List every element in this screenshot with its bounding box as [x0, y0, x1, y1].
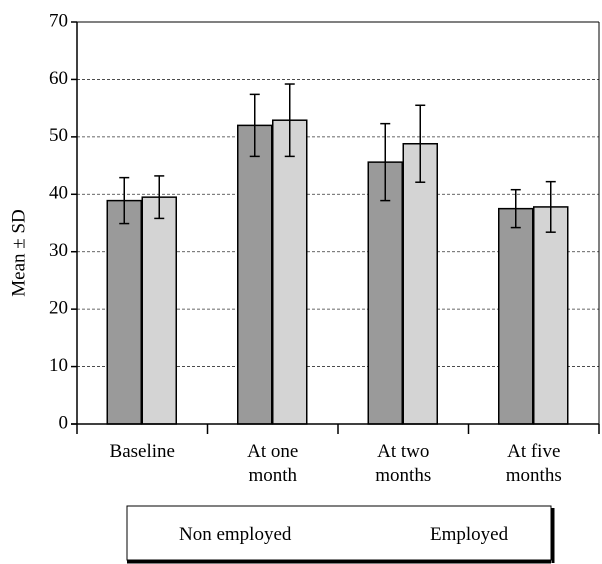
y-tick-label-70: 70 [49, 10, 68, 31]
bar-non-employed-2 [367, 161, 403, 425]
bar-non-employed-3 [498, 207, 534, 425]
legend: Non employed Employed [126, 505, 555, 564]
legend-label-employed: Employed [430, 524, 509, 545]
bar-employed-2 [402, 142, 438, 425]
y-tick-label-60: 60 [49, 68, 68, 89]
y-axis-title: Mean ± SD [8, 209, 29, 296]
error-bars [119, 83, 556, 233]
y-tick-label-50: 50 [49, 125, 68, 146]
y-tick-label-40: 40 [49, 183, 68, 204]
x-category-label-2-0: At two [377, 441, 429, 462]
y-tick-label-20: 20 [49, 298, 68, 319]
axes: 0 10 20 30 40 50 60 70 Baseline At one month At two… [49, 10, 600, 486]
bar-employed-3 [533, 206, 569, 425]
legend-label-non-employed: Non employed [179, 524, 292, 545]
y-tick-label-0: 0 [59, 412, 69, 433]
bars [106, 119, 569, 425]
x-category-label-1-1: month [248, 465, 297, 486]
x-category-label-3-0: At five [507, 441, 560, 462]
y-tick-label-10: 10 [49, 355, 68, 376]
bar-non-employed-0 [106, 199, 142, 425]
bar-employed-0 [141, 196, 177, 425]
legend-frame [126, 505, 552, 561]
x-category-label-1-0: At one [247, 441, 298, 462]
bar-non-employed-1 [237, 124, 273, 425]
x-category-label-3-1: months [506, 465, 562, 486]
x-category-label-0-0: Baseline [110, 441, 175, 462]
bar-employed-1 [272, 119, 308, 425]
x-category-label-2-1: months [375, 465, 431, 486]
y-tick-label-30: 30 [49, 240, 68, 261]
